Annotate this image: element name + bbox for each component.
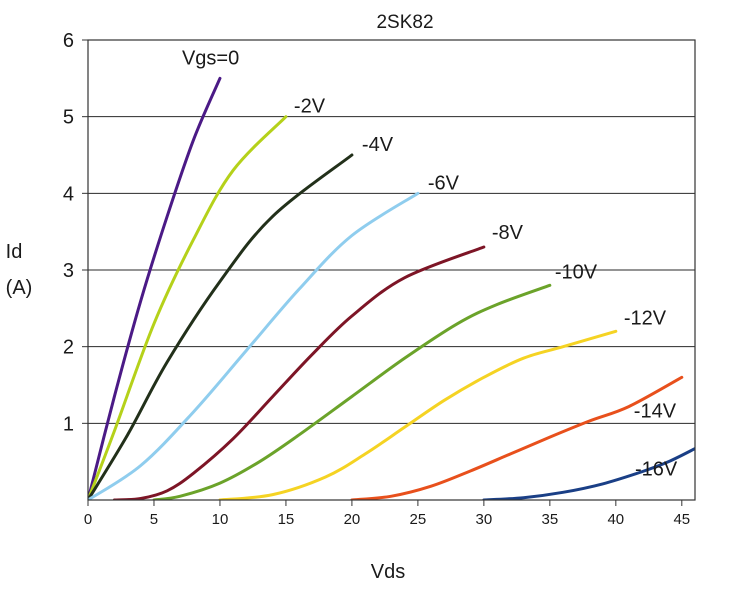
series-line-4 bbox=[112, 245, 486, 500]
x-tick-label: 40 bbox=[607, 511, 624, 528]
x-tick-label: 20 bbox=[344, 511, 361, 528]
series-label-8: -16V bbox=[635, 459, 678, 481]
series-label-2: -4V bbox=[362, 134, 394, 156]
x-tick-label: 25 bbox=[410, 511, 427, 528]
series-line-0 bbox=[88, 76, 222, 500]
series-labels: Vgs=0 -2V -4V -6V -8V -10V -12V -14V -16V bbox=[182, 47, 678, 480]
series-line-7 bbox=[350, 375, 684, 500]
y-tick-label: 2 bbox=[63, 337, 74, 359]
series-line-2 bbox=[88, 153, 354, 500]
y-tick-label: 3 bbox=[63, 260, 74, 282]
series-label-7: -14V bbox=[634, 400, 677, 422]
series-label-6: -12V bbox=[624, 307, 667, 329]
series-line-1 bbox=[88, 115, 288, 500]
series-label-3: -6V bbox=[428, 172, 460, 194]
x-axis-label: Vds bbox=[371, 561, 405, 583]
series-label-1: -2V bbox=[294, 96, 326, 118]
x-tick-label: 45 bbox=[673, 511, 690, 528]
series-lines bbox=[88, 76, 695, 500]
y-axis-label-line1: Id bbox=[6, 241, 23, 263]
y-axis-label-line2: (A) bbox=[6, 277, 33, 299]
chart-title: 2SK82 bbox=[376, 12, 433, 33]
y-tick-label: 4 bbox=[63, 183, 74, 205]
x-tick-label: 15 bbox=[278, 511, 295, 528]
series-line-5 bbox=[152, 283, 552, 500]
x-tick-label: 10 bbox=[212, 511, 229, 528]
series-label-5: -10V bbox=[555, 261, 598, 283]
series-line-6 bbox=[218, 329, 618, 500]
x-tick-label: 30 bbox=[476, 511, 493, 528]
y-tick-label: 1 bbox=[63, 413, 74, 435]
x-tick-label: 35 bbox=[542, 511, 559, 528]
x-tick-label: 5 bbox=[150, 511, 158, 528]
series-label-0: Vgs=0 bbox=[182, 47, 239, 69]
series-line-3 bbox=[88, 191, 420, 500]
x-tick-label: 0 bbox=[84, 511, 92, 528]
series-line-8 bbox=[482, 447, 695, 500]
y-tick-label: 6 bbox=[63, 30, 74, 52]
series-label-4: -8V bbox=[492, 222, 524, 244]
y-tick-label: 5 bbox=[63, 107, 74, 129]
